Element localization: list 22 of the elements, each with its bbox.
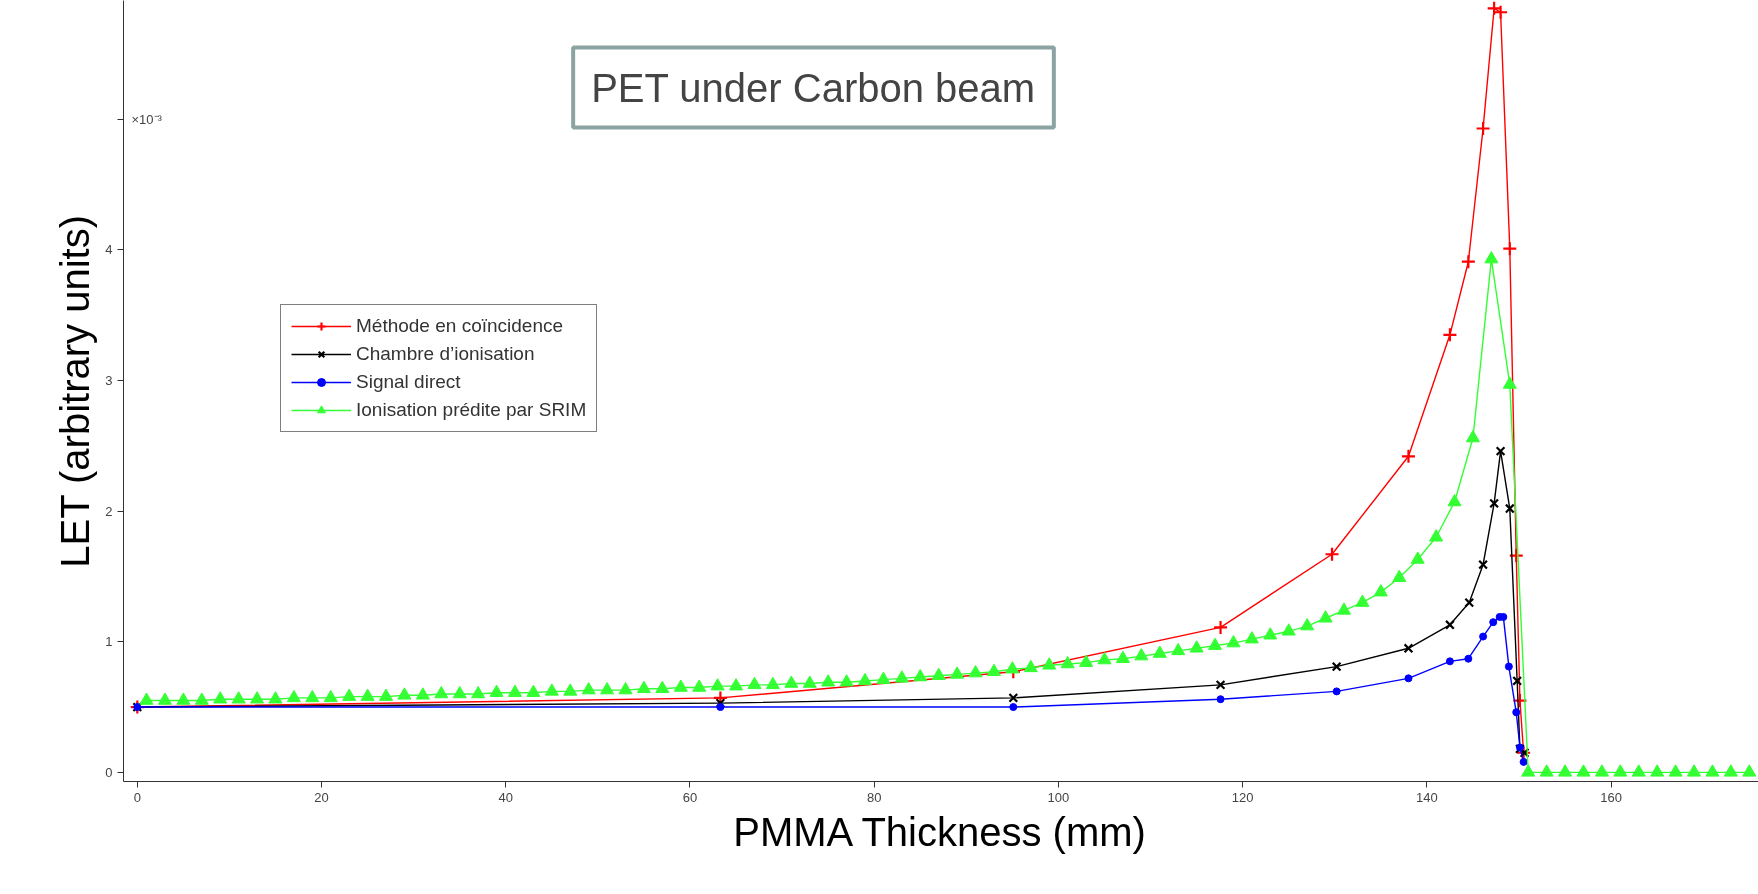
y-tick-label: 0 [105, 764, 113, 780]
x-tick-label: 0 [133, 789, 141, 805]
x-tick-label: 40 [498, 789, 514, 805]
y-tick-label: 4 [105, 242, 113, 258]
annotation: ×10⁻³ [131, 111, 163, 127]
y-tick-label: 2 [105, 503, 113, 519]
x-tick-label: 120 [1231, 789, 1254, 805]
legend-label: Ionisation prédite par SRIM [356, 399, 587, 421]
x-tick-label: 20 [314, 789, 329, 805]
x-tick-label: 160 [1600, 789, 1622, 805]
legend-label: Méthode en coïncidence [356, 315, 564, 337]
y-tick-label: 1 [105, 634, 113, 650]
x-tick-label: 100 [1047, 789, 1070, 805]
x-axis-title: PMMA Thickness (mm) [733, 809, 1146, 854]
legend-label: Signal direct [356, 371, 461, 393]
legend-label: Chambre d’ionisation [356, 343, 535, 365]
y-axis-title: LET (arbitrary units) [53, 215, 98, 568]
x-tick-label: 140 [1416, 789, 1438, 805]
y-tick-label: 3 [105, 373, 113, 389]
text: PET under Carbon beam [591, 65, 1036, 110]
x-tick-label: 60 [682, 789, 698, 805]
x-tick-label: 80 [866, 789, 882, 805]
